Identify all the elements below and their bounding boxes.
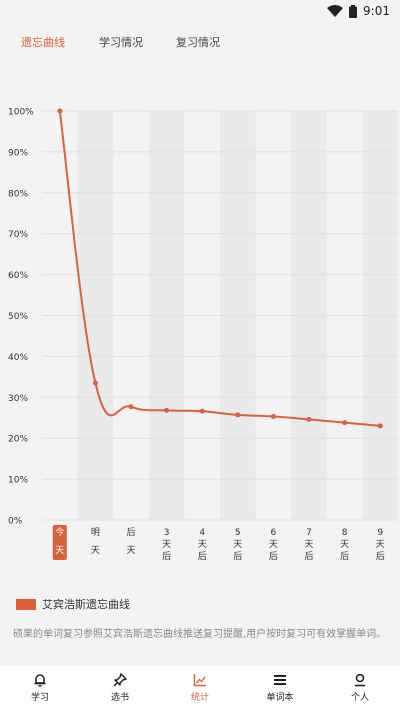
x-tick-label: 今天: [55, 526, 64, 556]
chart-legend: 艾宾浩斯遗忘曲线: [16, 596, 130, 612]
nav-wordbook[interactable]: 单词本: [240, 666, 320, 710]
x-tick-label: 6 天后: [269, 528, 278, 562]
legend-label: 艾宾浩斯遗忘曲线: [42, 598, 130, 611]
y-tick-label: 30%: [8, 394, 28, 404]
wifi-icon: [327, 5, 344, 17]
tab-forgetting-curve[interactable]: 遗忘曲线: [21, 36, 65, 49]
nav-profile[interactable]: 个人: [320, 666, 400, 710]
y-tick-label: 50%: [8, 312, 28, 322]
data-point: [92, 380, 98, 386]
nav-label: 单词本: [266, 693, 294, 703]
today-highlight: [52, 525, 67, 560]
data-point: [199, 408, 205, 414]
data-point: [164, 407, 170, 413]
x-tick-label: 明天: [91, 527, 100, 556]
pin-icon: [113, 673, 127, 687]
nav-label: 统计: [190, 693, 209, 703]
y-tick-label: 40%: [8, 353, 28, 363]
status-time: 9:01: [363, 4, 390, 18]
tab-review-status[interactable]: 复习情况: [176, 36, 220, 49]
data-point: [377, 423, 383, 429]
data-point: [57, 108, 63, 114]
nav-study[interactable]: 学习: [0, 666, 80, 710]
tab-bar: 遗忘曲线 学习情况 复习情况: [0, 34, 400, 54]
tab-study-status[interactable]: 学习情况: [99, 36, 143, 49]
x-tick-label: 后天: [126, 527, 135, 556]
x-tick-label: 3 天后: [162, 528, 171, 562]
y-tick-label: 100%: [8, 108, 34, 118]
y-tick-label: 10%: [8, 476, 28, 486]
y-tick-label: 60%: [8, 271, 28, 281]
data-point: [128, 404, 134, 410]
data-point: [342, 420, 348, 426]
nav-choose-book[interactable]: 选书: [80, 666, 160, 710]
nav-label: 选书: [110, 693, 129, 703]
nav-label: 个人: [350, 693, 369, 703]
y-tick-label: 90%: [8, 148, 28, 158]
curve-description: 硕果的单词复习参照艾宾浩斯遗忘曲线推送复习提醒,用户按时复习可有效掌握单词。: [13, 629, 387, 640]
y-tick-label: 20%: [8, 435, 28, 445]
x-tick-label: 9 天后: [376, 528, 385, 562]
nav-statistics[interactable]: 统计: [160, 666, 240, 710]
bell-icon: [34, 674, 46, 687]
bottom-nav: 学习 选书 统计 单词本 个人: [0, 666, 400, 710]
status-bar: 9:01: [0, 0, 400, 22]
legend-swatch: [16, 598, 36, 610]
data-point: [235, 412, 241, 418]
y-tick-label: 80%: [8, 189, 28, 199]
menu-icon: [274, 675, 286, 685]
battery-icon: [349, 4, 358, 18]
data-point: [306, 416, 312, 422]
y-tick-label: 0%: [8, 517, 23, 527]
x-tick-label: 8 天后: [340, 528, 349, 562]
chart-icon: [193, 674, 206, 687]
x-tick-label: 5 天后: [233, 528, 242, 562]
person-icon: [355, 673, 365, 687]
x-tick-label: 7 天后: [304, 528, 313, 562]
data-point: [270, 414, 276, 420]
y-tick-label: 70%: [8, 230, 28, 240]
nav-label: 学习: [30, 693, 49, 703]
x-tick-label: 4 天后: [198, 528, 207, 562]
